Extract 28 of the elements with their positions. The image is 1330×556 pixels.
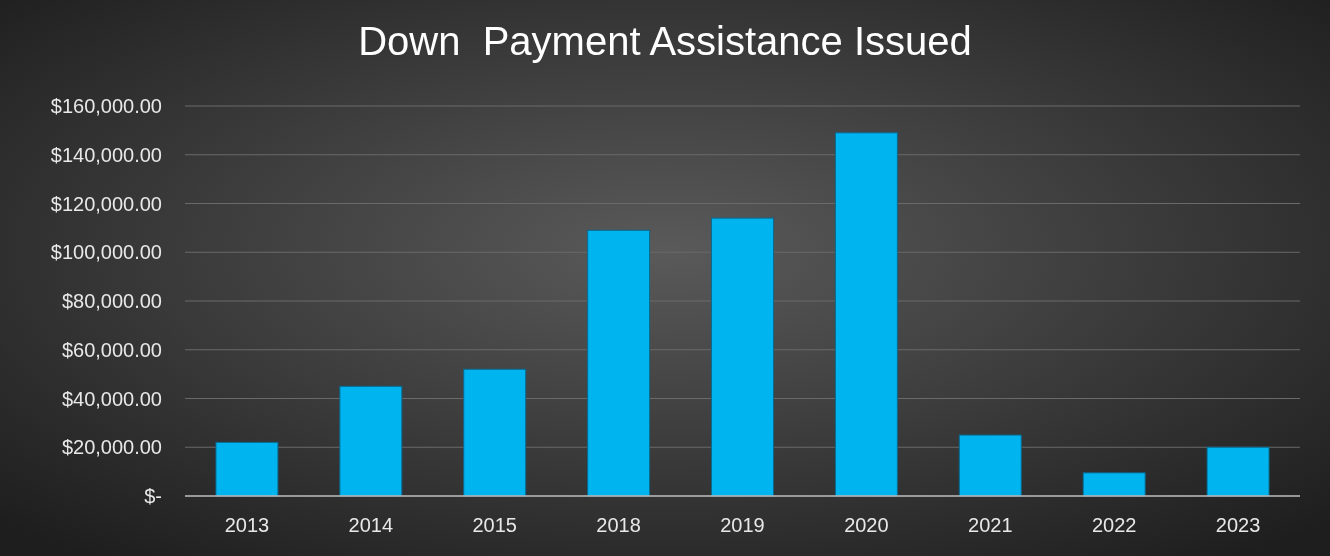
y-tick-label: $40,000.00 bbox=[61, 387, 162, 410]
y-tick-label: $20,000.00 bbox=[61, 436, 162, 459]
bar bbox=[339, 385, 403, 497]
x-tick-label: 2013 bbox=[224, 514, 270, 536]
y-tick-label: $- bbox=[144, 485, 162, 507]
x-tick-label: 2018 bbox=[596, 514, 641, 536]
y-tick-label: $100,000.00 bbox=[50, 241, 162, 264]
y-tick-label: $120,000.00 bbox=[50, 192, 162, 215]
bar bbox=[587, 229, 651, 497]
x-tick-label: 2023 bbox=[1215, 514, 1261, 536]
y-tick-label: $80,000.00 bbox=[61, 290, 162, 312]
bar bbox=[463, 368, 527, 497]
y-tick-label: $160,000.00 bbox=[50, 95, 162, 117]
x-tick-label: 2021 bbox=[968, 514, 1013, 536]
x-tick-label: 2015 bbox=[472, 514, 517, 536]
x-tick-label: 2022 bbox=[1091, 514, 1137, 536]
bar bbox=[711, 217, 774, 497]
bar bbox=[958, 434, 1022, 497]
x-tick-label: 2020 bbox=[844, 514, 889, 536]
bar bbox=[1082, 472, 1146, 497]
bar bbox=[1206, 446, 1270, 497]
y-tick-label: $60,000.00 bbox=[61, 338, 162, 361]
chart-title: Down Payment Assistance Issued bbox=[358, 19, 972, 63]
x-tick-label: 2019 bbox=[720, 514, 765, 536]
x-tick-label: 2014 bbox=[348, 514, 394, 536]
bar bbox=[834, 132, 898, 497]
bar bbox=[215, 441, 279, 497]
y-tick-label: $140,000.00 bbox=[50, 143, 162, 166]
